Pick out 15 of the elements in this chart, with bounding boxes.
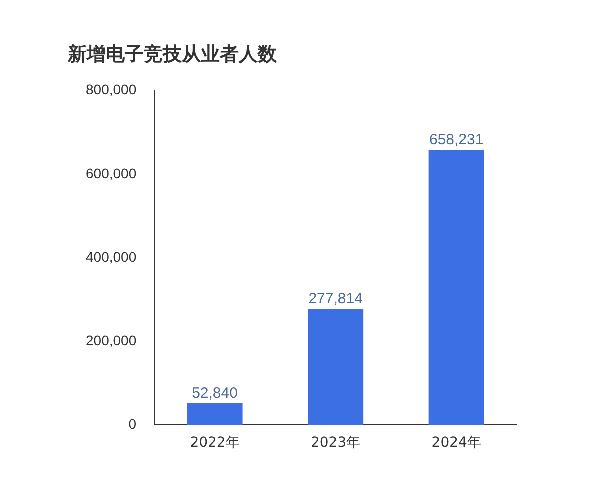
y-tick-label: 800,000 bbox=[86, 82, 137, 98]
chart-title: 新增电子竞技从业者人数 bbox=[67, 43, 278, 66]
data-label: 658,231 bbox=[429, 132, 484, 149]
x-tick-label: 2022年 bbox=[190, 435, 240, 452]
x-tick-label: 2023年 bbox=[310, 435, 361, 452]
y-tick-label: 400,000 bbox=[86, 248, 137, 265]
x-tick-label: 2024年 bbox=[432, 435, 482, 452]
y-tick-label: 600,000 bbox=[86, 165, 137, 182]
bar bbox=[308, 309, 364, 426]
bar bbox=[428, 150, 484, 426]
bar bbox=[187, 403, 243, 426]
y-tick-label: 200,000 bbox=[86, 332, 137, 348]
data-label: 277,814 bbox=[308, 290, 363, 308]
data-label: 52,840 bbox=[192, 384, 238, 402]
y-tick-label: 0 bbox=[128, 416, 137, 432]
